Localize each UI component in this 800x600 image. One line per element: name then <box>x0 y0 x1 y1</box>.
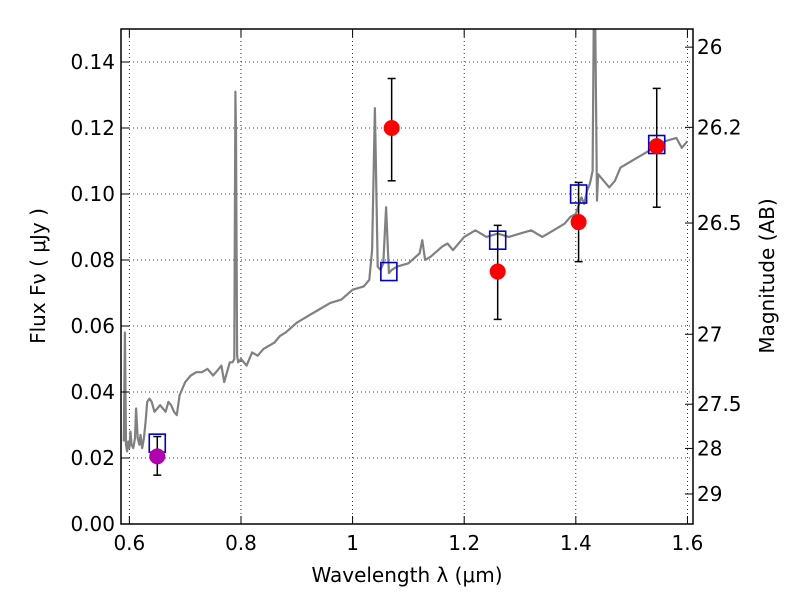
plot-frame <box>120 28 694 525</box>
mag-tick-label: 26.2 <box>697 115 742 139</box>
mag-tick-label: 29 <box>697 482 722 506</box>
y-tick-label: 0.08 <box>70 248 115 272</box>
x-tick-label: 1.2 <box>448 531 480 555</box>
measured-flux-point <box>489 263 506 280</box>
tick-labels: 0.6 0.8 1 1.2 1.4 1.6 0.00 0.02 0.04 0.06 0.08 0.10… <box>70 35 741 555</box>
measured-flux-point <box>149 448 166 465</box>
x-tick-label: 1.4 <box>560 531 592 555</box>
mag-tick-label: 27 <box>697 322 722 346</box>
plot-area <box>122 29 689 476</box>
mag-tick-label: 26.5 <box>697 211 742 235</box>
mag-tick-label: 27.5 <box>697 392 742 416</box>
measured-flux-point <box>648 138 665 155</box>
y-tick-label: 0.12 <box>70 116 115 140</box>
errorbar-layer <box>153 77 661 476</box>
model-photometry-box <box>488 230 507 250</box>
x-tick-label: 1.6 <box>672 531 704 555</box>
measured-flux-point <box>570 214 587 231</box>
y-tick-label: 0.14 <box>70 50 115 74</box>
y-tick-label: 0.10 <box>70 182 115 206</box>
y-axis-label-right: Magnitude (AB) <box>755 198 779 353</box>
spectrum-layer <box>122 29 689 453</box>
grid-lines <box>121 29 693 525</box>
x-tick-label: 0.6 <box>113 531 145 555</box>
tick-marks <box>121 29 693 525</box>
y-tick-label: 0.04 <box>70 380 115 404</box>
y-tick-label: 0.06 <box>70 314 115 338</box>
y-tick-label: 0.02 <box>70 446 115 470</box>
measured-flux-point <box>383 120 400 136</box>
x-tick-label: 1 <box>346 531 359 555</box>
mag-tick-label: 28 <box>697 436 722 460</box>
x-axis-label: Wavelength λ (μm) <box>311 563 502 587</box>
model-spectrum-line <box>122 29 689 453</box>
y-tick-label: 0.00 <box>70 512 115 536</box>
model-box-layer <box>148 134 666 453</box>
model-photometry-box <box>569 184 588 204</box>
x-tick-label: 0.8 <box>225 531 257 555</box>
y-axis-label-left: Flux Fν ( μJy ) <box>26 208 50 344</box>
model-photometry-box <box>380 261 398 282</box>
measurement-point-layer <box>149 120 665 465</box>
mag-tick-label: 26 <box>697 35 722 59</box>
